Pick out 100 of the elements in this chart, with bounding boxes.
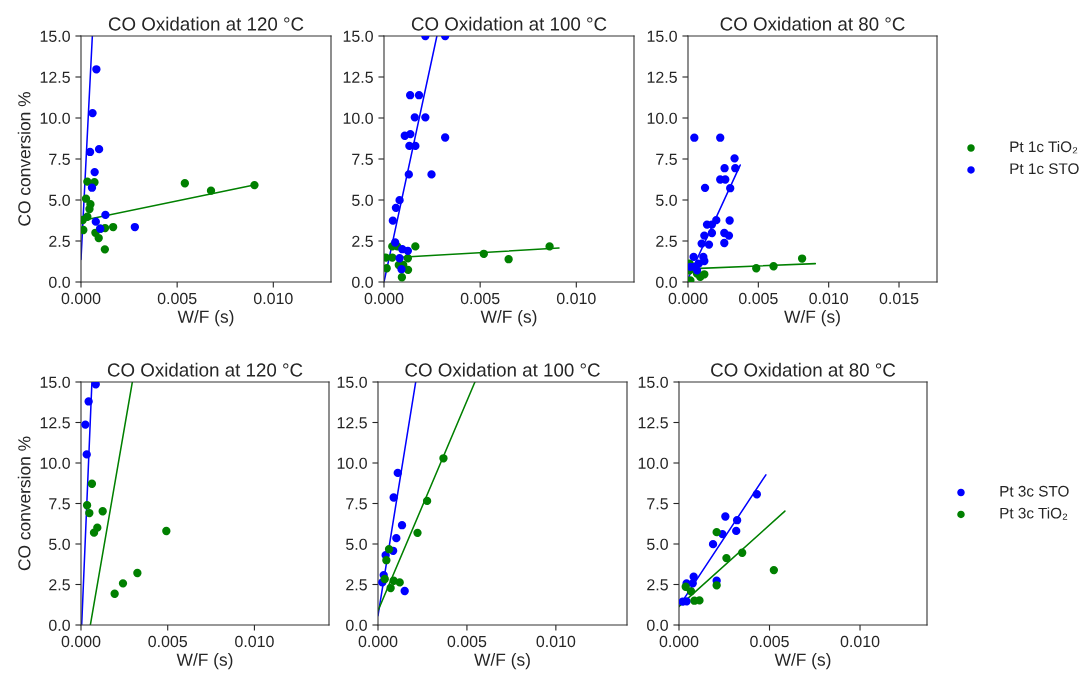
point [700,231,709,240]
chart-title: CO Oxidation at 120 °C [108,16,304,31]
x-tick-label: 0.000 [364,292,404,305]
legend-label: Pt 3c STO [1000,485,1069,497]
point [738,548,747,557]
point [439,454,448,463]
point [88,108,97,118]
y-tick-label: 0.0 [656,276,677,288]
point [695,596,704,605]
point [704,240,714,249]
point [388,253,397,262]
point [388,216,398,225]
y-tick-label: 12.5 [638,417,668,429]
point [797,254,807,263]
x-axis-title: W/F (s) [784,310,840,327]
y-tick-label: 10.0 [40,112,70,124]
point [386,583,395,593]
y-tick-label: 7.5 [346,498,367,510]
point [752,264,761,273]
point [721,175,730,184]
point [92,65,101,74]
y-tick-label: 5.0 [346,538,367,550]
point [91,382,100,389]
x-tick-label: 0.010 [809,292,849,305]
y-tick-label: 12.5 [647,71,677,83]
point [722,553,731,563]
point [384,545,394,554]
point [87,479,97,488]
point [700,183,710,193]
point [752,490,762,499]
point [81,225,88,235]
y-tick-label: 15.0 [638,376,668,388]
point [730,154,739,163]
point [697,239,706,248]
y-tick-label: 7.5 [49,153,70,165]
point [91,217,100,226]
x-tick-label: 0.010 [253,292,293,305]
point [85,508,94,518]
point [403,254,413,263]
x-axis-title: W/F (s) [480,310,537,327]
point [403,246,413,256]
point [130,222,140,232]
chart-title: CO Oxidation at 80 °C [711,362,896,377]
x-tick-label: 0.005 [157,292,197,305]
point [422,496,432,506]
point [720,164,729,173]
y-tick-label: 7.5 [352,153,373,165]
y-axis-title: CO conversion % [17,92,31,226]
point [720,238,729,248]
x-tick-label: 0.005 [738,292,778,305]
y-tick-label: 5.0 [647,538,668,550]
y-tick-label: 2.5 [49,579,70,591]
point [380,574,389,584]
point [110,589,119,598]
y-tick-label: 7.5 [656,153,677,165]
y-tick-label: 2.5 [49,235,70,247]
x-tick-label: 0.000 [668,292,708,305]
point [411,242,420,251]
point [94,233,103,243]
y-tick-label: 7.5 [49,498,70,510]
x-tick-label: 0.000 [659,635,699,648]
x-axis-title: W/F (s) [474,653,530,670]
legend-label: Pt 3c TiO₂ [1000,507,1068,520]
point [382,556,391,565]
point [395,578,404,587]
point [716,133,725,142]
point [162,526,171,536]
x-axis-title: W/F (s) [177,310,234,327]
point [94,144,104,154]
point [400,586,409,596]
point [686,587,696,596]
y-tick-label: 10.0 [638,457,668,469]
x-tick-label: 0.010 [840,635,880,648]
point [688,276,695,282]
chart-title: CO Oxidation at 100 °C [411,16,607,31]
point [391,203,401,213]
point [90,167,99,177]
point [118,579,128,588]
y-tick-label: 5.0 [49,538,70,550]
point [725,216,734,225]
point [721,512,730,521]
x-tick-label: 0.015 [879,292,919,305]
point [732,526,741,536]
y-tick-label: 15.0 [40,30,70,42]
y-tick-label: 10.0 [343,112,373,124]
y-tick-label: 7.5 [647,498,668,510]
point [89,528,99,537]
x-tick-label: 0.000 [358,635,398,648]
y-tick-label: 12.5 [337,417,367,429]
point [389,493,398,502]
point [98,507,107,516]
point [410,113,419,122]
point [421,113,430,122]
y-tick-label: 0.0 [49,619,70,631]
point [87,183,97,192]
point [732,516,742,525]
point [392,534,401,543]
y-tick-label: 2.5 [647,579,668,591]
point [689,252,698,262]
point [769,262,778,271]
